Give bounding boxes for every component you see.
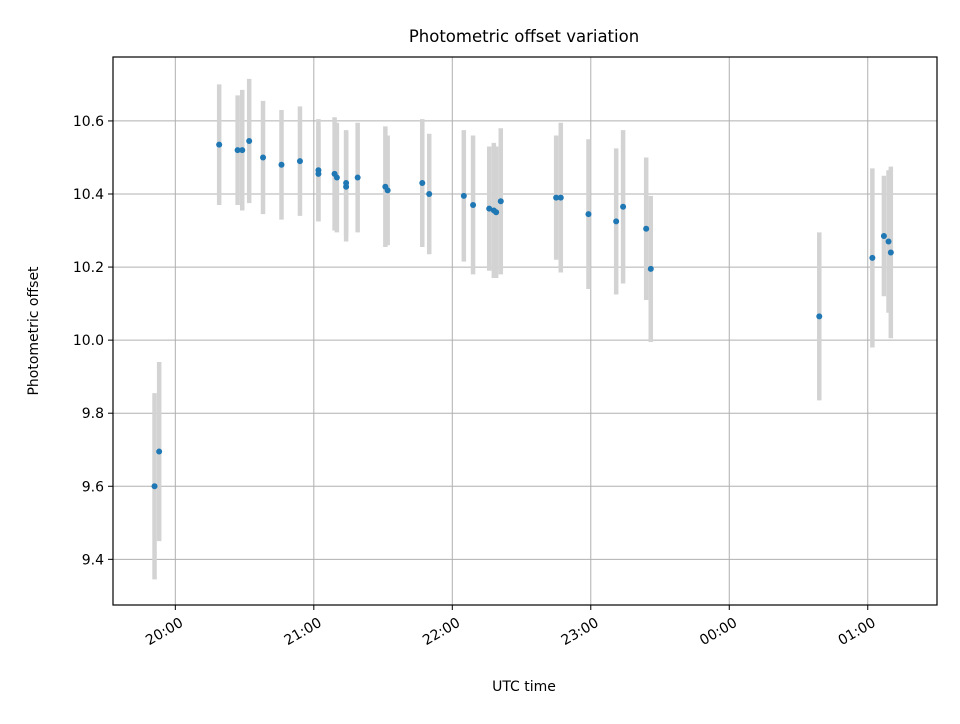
data-point xyxy=(620,203,627,210)
data-point xyxy=(246,138,253,145)
data-point xyxy=(278,161,285,168)
y-tick-label: 9.4 xyxy=(82,552,104,568)
data-point xyxy=(493,209,500,216)
data-point xyxy=(333,174,340,181)
data-point xyxy=(296,158,303,165)
data-point-layer xyxy=(151,138,894,490)
data-point xyxy=(460,192,467,199)
y-tick-label: 9.8 xyxy=(82,406,104,422)
data-point xyxy=(869,254,876,261)
data-point xyxy=(647,265,654,272)
y-tick-label: 9.6 xyxy=(82,479,104,495)
data-point xyxy=(816,313,823,320)
data-point xyxy=(239,147,246,154)
data-point xyxy=(216,141,223,148)
data-point xyxy=(470,201,477,208)
data-point xyxy=(354,174,361,181)
y-tick-label: 10.6 xyxy=(73,114,104,130)
data-point xyxy=(585,211,592,218)
data-point xyxy=(426,191,433,197)
data-point xyxy=(156,448,163,455)
data-point xyxy=(419,180,426,187)
y-tick-label: 10.2 xyxy=(73,260,104,276)
data-point xyxy=(557,194,564,201)
data-point xyxy=(553,194,560,201)
data-point xyxy=(384,187,391,194)
data-point xyxy=(260,154,267,161)
y-axis-label: Photometric offset xyxy=(26,266,42,396)
data-point xyxy=(343,183,350,190)
chart-title: Photometric offset variation xyxy=(409,27,639,46)
data-point xyxy=(315,170,322,177)
data-point xyxy=(486,205,493,212)
data-point xyxy=(885,238,892,245)
y-tick-label: 10.0 xyxy=(73,333,104,349)
data-point xyxy=(887,249,894,256)
data-point xyxy=(497,198,504,205)
y-tick-label: 10.4 xyxy=(73,187,104,203)
data-point xyxy=(234,147,241,154)
data-point xyxy=(151,483,158,490)
data-point xyxy=(880,233,887,240)
data-point xyxy=(643,225,650,232)
y-axis-ticks: 9.4 9.6 9.8 10.0 10.2 10.4 10.6 xyxy=(73,114,113,568)
data-point xyxy=(613,218,620,225)
plot-area-frame xyxy=(112,56,938,606)
x-axis-label: UTC time xyxy=(492,679,556,695)
